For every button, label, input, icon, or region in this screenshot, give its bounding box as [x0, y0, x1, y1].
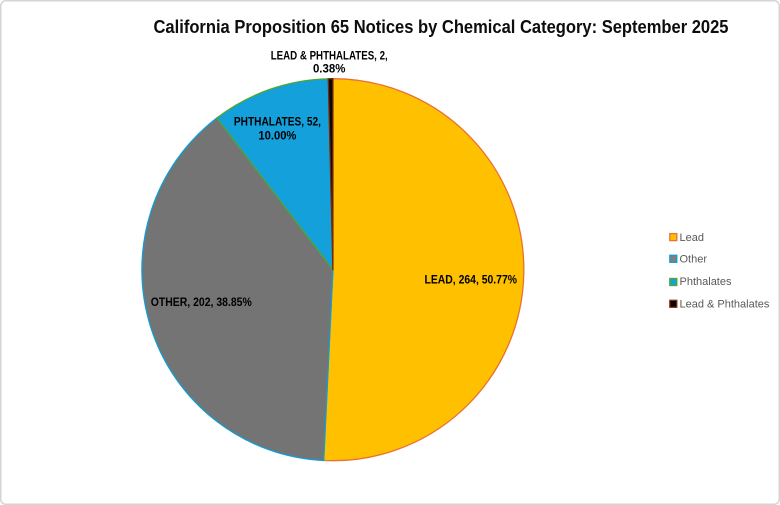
svg-text:Lead & Phthalates: Lead & Phthalates [680, 298, 770, 310]
svg-text:Lead: Lead [680, 232, 704, 244]
svg-text:California Proposition 65 Noti: California Proposition 65 Notices by Che… [154, 17, 729, 37]
svg-text:Other: Other [680, 253, 708, 265]
svg-text:0.38%: 0.38% [313, 64, 346, 76]
svg-text:10.00%: 10.00% [258, 130, 296, 142]
svg-text:OTHER, 202, 38.85%: OTHER, 202, 38.85% [151, 297, 252, 309]
svg-text:PHTHALATES, 52,: PHTHALATES, 52, [234, 117, 321, 129]
svg-text:Phthalates: Phthalates [680, 276, 732, 288]
svg-text:LEAD, 264, 50.77%: LEAD, 264, 50.77% [425, 275, 518, 287]
svg-text:LEAD & PHTHALATES, 2,: LEAD & PHTHALATES, 2, [271, 51, 388, 63]
